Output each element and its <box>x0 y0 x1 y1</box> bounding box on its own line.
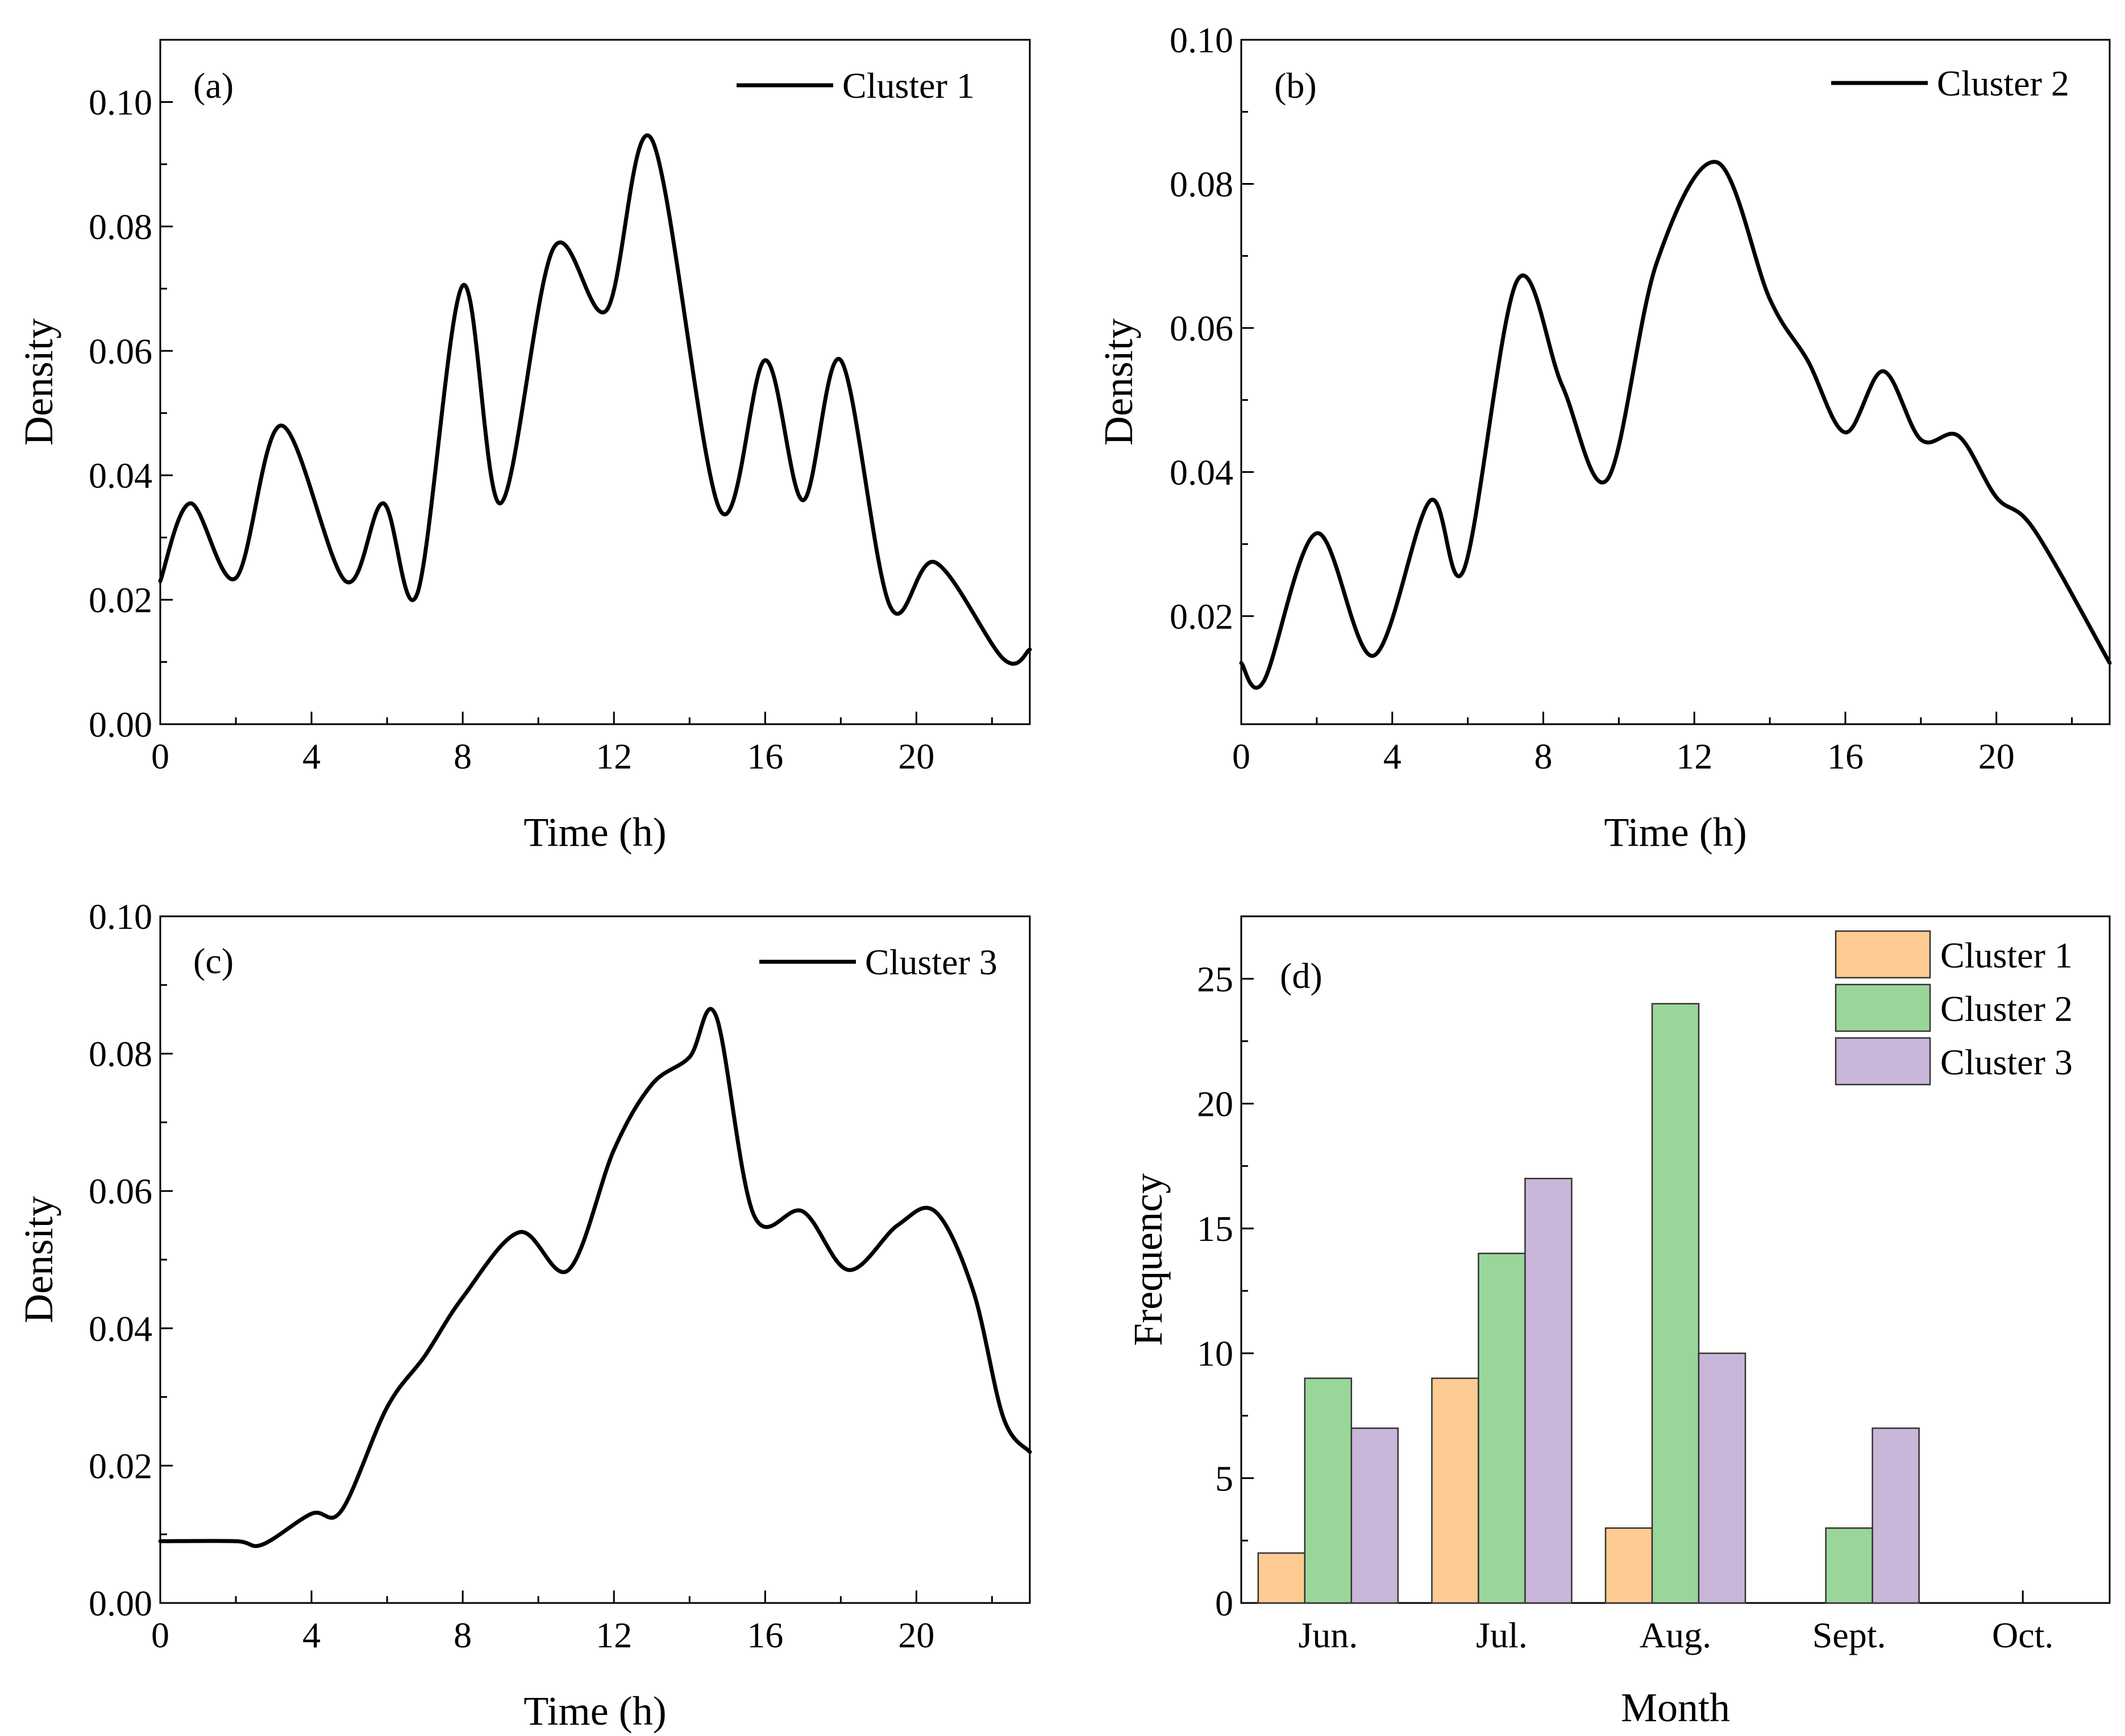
panel-c-xtick-label: 8 <box>454 1615 472 1655</box>
panel-d-bar <box>1825 1527 1873 1604</box>
panel-a-ytick-label: 0.04 <box>89 455 152 496</box>
panel-b-x-title: Time (h) <box>1604 809 1746 855</box>
panel-d-ytick-label: 10 <box>1197 1334 1233 1374</box>
panel-d-ytick-label: 25 <box>1197 959 1233 999</box>
panel-b-frame <box>1240 39 2111 725</box>
panel-b-ytick-label: 0.08 <box>1170 164 1233 204</box>
panel-a-ytick-label: 0.10 <box>89 82 152 122</box>
panel-d-bar <box>1872 1427 1920 1604</box>
panel-c-xtick-label: 12 <box>596 1615 632 1655</box>
panel-d-category-label: Aug. <box>1640 1615 1711 1655</box>
panel-d-bar <box>1350 1427 1399 1604</box>
panel-b: (b) Cluster 2 Time (h) Density 0.02 0.04 0… <box>1096 20 2112 855</box>
panel-c-ytick-label: 0.00 <box>89 1583 152 1623</box>
panel-b-ytick-label: 0.10 <box>1170 20 1233 60</box>
panel-c-ytick-label: 0.10 <box>89 896 152 937</box>
panel-a-series-line <box>158 133 1032 666</box>
panel-c-ytick-label: 0.04 <box>89 1309 152 1349</box>
panel-d: (d) Month Frequency 0 5 10 15 20 25 Jun. Jul. Au… <box>1125 915 2111 1730</box>
panel-b-xtick-label: 4 <box>1383 736 1402 776</box>
panel-a-xtick-label: 16 <box>747 736 783 776</box>
panel-c-ytick-label: 0.08 <box>89 1034 152 1074</box>
panel-a-xtick-label: 0 <box>151 736 169 776</box>
panel-c: (c) Cluster 3 Time (h) Density 0.00 0.02 0… <box>16 896 1032 1734</box>
panel-d-legend-swatch <box>1835 983 1931 1032</box>
panel-a-xtick-label: 4 <box>302 736 321 776</box>
panel-a: (a) Cluster 1 Time (h) Density 0.00 0.02 0… <box>16 39 1032 855</box>
panel-b-ytick-label: 0.06 <box>1170 308 1233 348</box>
panel-a-ytick-label: 0.06 <box>89 331 152 371</box>
panel-d-category-label: Oct. <box>1992 1615 2053 1655</box>
panel-a-legend-text: Cluster 1 <box>842 65 975 106</box>
panel-d-category-label: Sept. <box>1812 1615 1886 1655</box>
panel-b-series-line <box>1239 160 2112 690</box>
panel-a-xtick-label: 20 <box>898 736 934 776</box>
panel-c-xtick-label: 4 <box>302 1615 321 1655</box>
panel-a-ytick-label: 0.02 <box>89 580 152 620</box>
panel-c-x-title: Time (h) <box>523 1688 666 1734</box>
panel-b-xtick-label: 0 <box>1232 736 1250 776</box>
panel-a-ytick-label: 0.08 <box>89 206 152 247</box>
panel-c-series-line <box>158 1007 1032 1548</box>
panel-d-y-title: Frequency <box>1125 1173 1171 1346</box>
panel-d-ytick-label: 0 <box>1215 1583 1233 1623</box>
panel-c-xtick-label: 20 <box>898 1615 934 1655</box>
panel-d-bar <box>1698 1352 1746 1604</box>
panel-c-legend-text: Cluster 3 <box>865 942 997 982</box>
panel-d-category-label: Jul. <box>1476 1615 1528 1655</box>
panel-d-legend-swatch <box>1835 930 1931 979</box>
panel-a-x-title: Time (h) <box>523 809 666 855</box>
panel-d-bar <box>1524 1177 1573 1604</box>
panel-b-xtick-label: 20 <box>1978 736 2015 776</box>
panel-d-legend-text: Cluster 3 <box>1940 1042 2073 1082</box>
panel-d-x-title: Month <box>1621 1685 1730 1730</box>
panel-c-xtick-label: 0 <box>151 1615 169 1655</box>
panel-b-xtick-label: 8 <box>1534 736 1552 776</box>
panel-a-xtick-label: 12 <box>596 736 632 776</box>
panel-d-label: (d) <box>1280 956 1323 996</box>
panel-a-xtick-label: 8 <box>454 736 472 776</box>
panel-d-bar <box>1304 1377 1353 1604</box>
panel-d-ytick-label: 20 <box>1197 1083 1233 1124</box>
panel-c-ytick-label: 0.06 <box>89 1171 152 1211</box>
panel-d-ytick-label: 15 <box>1197 1208 1233 1249</box>
panel-c-label: (c) <box>193 941 234 981</box>
panel-a-frame <box>159 39 1031 725</box>
panel-c-xtick-label: 16 <box>747 1615 783 1655</box>
panel-d-bar <box>1257 1552 1306 1604</box>
panel-b-xtick-label: 12 <box>1676 736 1712 776</box>
panel-b-legend-text: Cluster 2 <box>1937 63 2069 103</box>
panel-b-label: (b) <box>1274 65 1317 106</box>
panel-b-y-title: Density <box>1096 318 1141 446</box>
panel-b-ytick-label: 0.04 <box>1170 452 1233 492</box>
panel-a-y-title: Density <box>16 318 61 446</box>
panel-d-legend-text: Cluster 2 <box>1940 989 2073 1029</box>
panel-d-legend-text: Cluster 1 <box>1940 935 2073 975</box>
panel-c-ytick-label: 0.02 <box>89 1446 152 1486</box>
panel-d-ytick-label: 5 <box>1215 1458 1233 1498</box>
panel-d-bar <box>1478 1252 1526 1604</box>
panel-a-label: (a) <box>193 65 234 106</box>
panel-d-category-label: Jun. <box>1298 1615 1358 1655</box>
panel-d-bar <box>1604 1527 1653 1604</box>
panel-d-legend-swatch <box>1835 1037 1931 1086</box>
panel-a-ytick-label: 0.00 <box>89 704 152 745</box>
panel-b-xtick-label: 16 <box>1827 736 1864 776</box>
panel-d-bar <box>1651 1003 1700 1604</box>
panel-b-ytick-label: 0.02 <box>1170 596 1233 637</box>
panel-c-y-title: Density <box>16 1196 61 1323</box>
panel-c-frame <box>159 915 1031 1604</box>
panel-d-bar <box>1431 1377 1479 1604</box>
